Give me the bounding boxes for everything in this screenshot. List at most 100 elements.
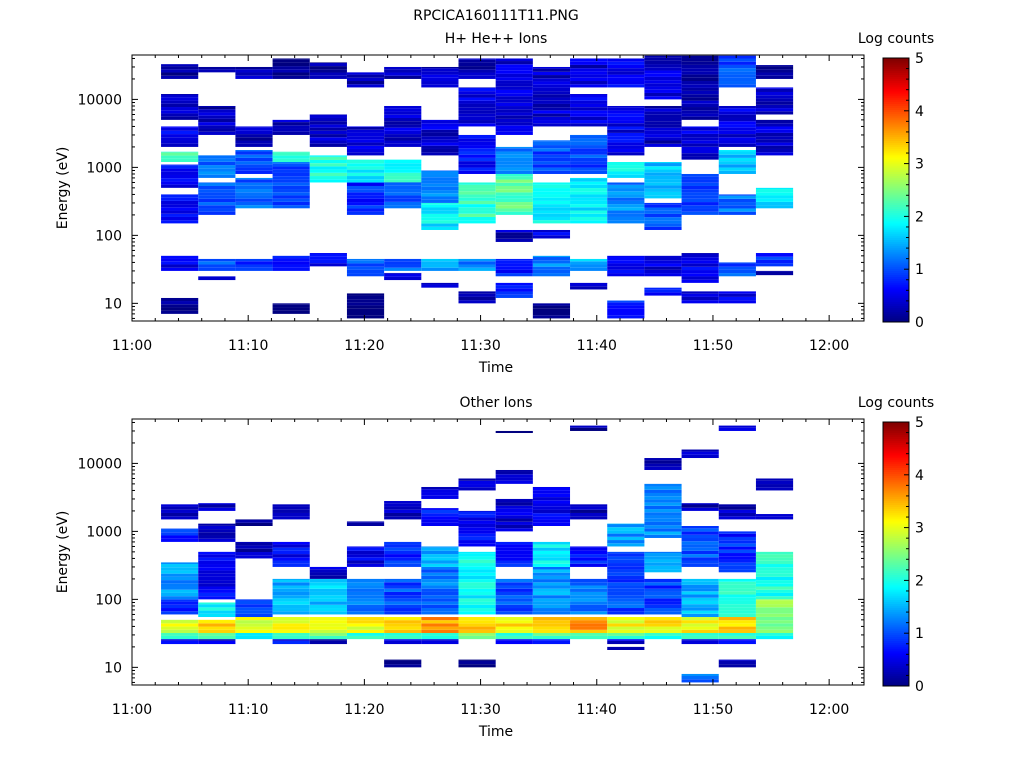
heatmap-cell xyxy=(384,273,422,277)
heatmap-cell xyxy=(681,557,719,561)
heatmap-cell xyxy=(198,629,236,634)
heatmap-cell xyxy=(495,474,533,478)
heatmap-cell xyxy=(346,521,385,523)
heatmap-cell xyxy=(644,226,682,230)
heatmap-cell xyxy=(161,103,199,108)
heatmap-cell xyxy=(495,173,533,177)
heatmap-cell xyxy=(346,189,385,193)
colorbar-swatch xyxy=(883,171,909,174)
heatmap-cell xyxy=(644,509,682,513)
colorbar-swatch xyxy=(883,444,909,448)
heatmap-cell xyxy=(421,145,459,149)
heatmap-cell xyxy=(421,547,459,551)
heatmap-cell xyxy=(421,204,459,208)
heatmap-cell xyxy=(458,551,496,554)
heatmap-cell xyxy=(607,582,645,586)
colorbar-swatch xyxy=(883,233,909,236)
heatmap-cell xyxy=(681,64,719,69)
heatmap-cell xyxy=(495,639,533,641)
colorbar-swatch xyxy=(883,630,909,633)
heatmap-cell xyxy=(644,143,682,147)
heatmap-cell xyxy=(198,576,236,581)
heatmap-cell xyxy=(755,580,794,584)
heatmap-cell xyxy=(161,589,199,593)
heatmap-cell xyxy=(235,134,273,138)
heatmap-cell xyxy=(755,620,794,624)
heatmap-cell xyxy=(161,64,199,67)
heatmap-cell xyxy=(718,588,756,592)
colorbar-swatch xyxy=(883,105,909,108)
heatmap-cell xyxy=(570,58,608,60)
heatmap-cell xyxy=(309,566,347,570)
heatmap-cell xyxy=(718,553,756,557)
heatmap-cell xyxy=(161,168,199,172)
heatmap-cell xyxy=(644,213,682,218)
heatmap-cell xyxy=(421,84,459,88)
heatmap-cell xyxy=(755,119,794,121)
heatmap-cell xyxy=(272,506,310,510)
heatmap-cell xyxy=(272,264,310,268)
heatmap-cell xyxy=(718,195,756,199)
heatmap-cell xyxy=(272,578,310,580)
heatmap-cell xyxy=(607,152,645,156)
heatmap-cell xyxy=(681,276,719,280)
colorbar-swatch xyxy=(883,97,909,100)
colorbar-swatch xyxy=(883,303,909,306)
colorbar-swatch xyxy=(883,229,909,232)
heatmap-cell xyxy=(384,639,422,641)
colorbar-swatch xyxy=(883,284,909,288)
heatmap-cell xyxy=(570,595,608,599)
heatmap-cell xyxy=(718,533,756,537)
heatmap-cell xyxy=(607,123,645,127)
colorbar-swatch xyxy=(883,126,909,129)
heatmap-cell xyxy=(198,580,236,584)
heatmap-cell xyxy=(161,261,199,265)
heatmap-cell xyxy=(681,87,719,89)
heatmap-cell xyxy=(309,143,347,147)
heatmap-cell xyxy=(309,604,347,609)
heatmap-cell xyxy=(384,608,422,612)
heatmap-cell xyxy=(532,235,571,239)
heatmap-cell xyxy=(718,607,756,611)
heatmap-cell xyxy=(681,538,719,542)
heatmap-cell xyxy=(570,94,608,98)
colorbar-swatch xyxy=(883,521,909,524)
heatmap-cell xyxy=(161,97,199,101)
heatmap-cell xyxy=(384,554,422,558)
heatmap-cell xyxy=(384,626,422,630)
heatmap-cell xyxy=(458,635,496,640)
heatmap-cell xyxy=(532,94,571,98)
heatmap-cell xyxy=(755,205,794,209)
colorbar-swatch xyxy=(883,504,909,508)
y-tick-label: 100 xyxy=(95,592,122,608)
heatmap-cell xyxy=(458,620,496,624)
heatmap-cell xyxy=(495,550,533,555)
heatmap-cell xyxy=(681,623,719,627)
heatmap-cell xyxy=(235,629,273,634)
colorbar-swatch xyxy=(883,502,909,505)
heatmap-cell xyxy=(532,503,571,507)
heatmap-cell xyxy=(607,633,645,636)
heatmap-cell xyxy=(458,291,496,294)
heatmap-cell xyxy=(495,635,533,640)
heatmap-cell xyxy=(421,132,459,137)
heatmap-cell xyxy=(458,611,496,615)
heatmap-cell xyxy=(718,84,756,88)
heatmap-cell xyxy=(681,270,719,274)
colorbar-swatch xyxy=(883,159,909,162)
colorbar-swatch xyxy=(883,568,909,571)
colorbar-swatch xyxy=(883,663,909,666)
colorbar-swatch xyxy=(883,665,909,668)
heatmap-cell xyxy=(495,122,533,126)
heatmap-cell xyxy=(272,629,310,634)
heatmap-cell xyxy=(309,629,347,634)
heatmap-cell xyxy=(384,588,422,592)
heatmap-cell xyxy=(718,531,756,534)
heatmap-cell xyxy=(755,87,794,89)
colorbar-swatch xyxy=(883,82,909,86)
heatmap-cell xyxy=(421,126,459,130)
heatmap-cell xyxy=(644,80,682,84)
heatmap-cell xyxy=(681,260,719,264)
heatmap-cell xyxy=(607,315,645,319)
heatmap-cell xyxy=(570,509,608,513)
